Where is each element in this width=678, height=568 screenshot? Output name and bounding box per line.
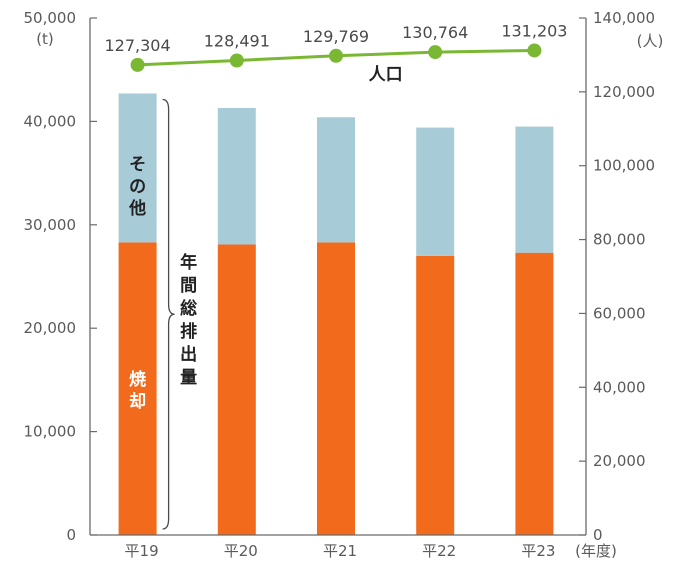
total-emission-label-char: 量 [180, 367, 197, 388]
population-point-1 [229, 53, 244, 68]
category-label: 平20 [224, 542, 258, 560]
series-label-other-char: 他 [128, 198, 146, 219]
left-axis-unit: (t) [36, 30, 54, 48]
bar-segment-other-4 [515, 126, 554, 253]
left-tick-label: 20,000 [24, 319, 77, 337]
bar-segment-other-2 [317, 117, 355, 243]
bar-segment-other-3 [416, 127, 455, 256]
bar-segment-other-0 [118, 93, 157, 243]
left-tick-label: 10,000 [24, 423, 77, 441]
total-emission-label-char: 出 [180, 344, 197, 365]
left-tick-label: 40,000 [24, 112, 77, 130]
left-tick-label: 0 [66, 526, 76, 544]
population-point-3 [428, 45, 443, 60]
bar-segment-other-1 [217, 107, 256, 245]
right-tick-label: 20,000 [593, 452, 646, 470]
total-emission-label-char: 年 [180, 252, 197, 273]
x-axis-unit: (年度) [575, 542, 617, 560]
population-point-4 [527, 43, 542, 58]
total-emission-label-char: 間 [180, 276, 197, 296]
left-tick-label: 50,000 [24, 9, 77, 27]
category-label: 平22 [422, 542, 456, 560]
label-layer: 127,304 128,491 129,769 130,764 131,203 人口その他… [105, 21, 567, 530]
bar-layer [118, 93, 554, 536]
category-label: 平21 [323, 542, 357, 560]
series-label-incineration: 焼却 [129, 369, 146, 412]
population-value-label: 129,769 [303, 27, 369, 46]
series-label-other-char: の [129, 177, 146, 197]
bar-segment-incineration-1 [217, 244, 256, 536]
population-value-label: 131,203 [501, 21, 567, 40]
total-emission-label-char: 排 [180, 321, 197, 342]
population-line-layer [130, 43, 542, 72]
right-tick-label: 120,000 [593, 83, 655, 101]
right-tick-label: 0 [593, 526, 603, 544]
category-label: 平23 [521, 542, 555, 560]
population-value-label: 128,491 [204, 32, 270, 51]
series-label-other: その他 [128, 155, 146, 219]
right-tick-label: 80,000 [593, 231, 646, 249]
right-tick-label: 40,000 [593, 378, 646, 396]
population-value-label: 130,764 [402, 23, 468, 42]
right-tick-label: 60,000 [593, 304, 646, 322]
bar-segment-incineration-3 [416, 255, 455, 535]
bar-segment-incineration-2 [317, 242, 355, 536]
series-label-other-char: そ [129, 155, 146, 175]
right-tick-label: 100,000 [593, 157, 655, 175]
population-series-label: 人口 [369, 65, 403, 85]
right-tick-label: 140,000 [593, 9, 655, 27]
total-bracket [162, 98, 175, 530]
total-emission-label-char: 総 [180, 298, 197, 319]
bar-segment-incineration-4 [515, 252, 554, 535]
right-axis-unit: (人) [637, 32, 664, 50]
population-point-0 [130, 57, 145, 72]
left-tick-label: 30,000 [24, 216, 77, 234]
bar-segment-incineration-0 [118, 242, 157, 536]
population-value-label: 127,304 [105, 36, 171, 55]
population-point-2 [329, 48, 343, 63]
series-label-incineration-char: 却 [129, 391, 146, 412]
category-label: 平19 [125, 542, 159, 560]
series-label-incineration-char: 焼 [129, 369, 146, 390]
axes-layer: 0 10,000 20,000 30,000 40,000 50,000 (t) 0 20,00… [24, 9, 664, 560]
